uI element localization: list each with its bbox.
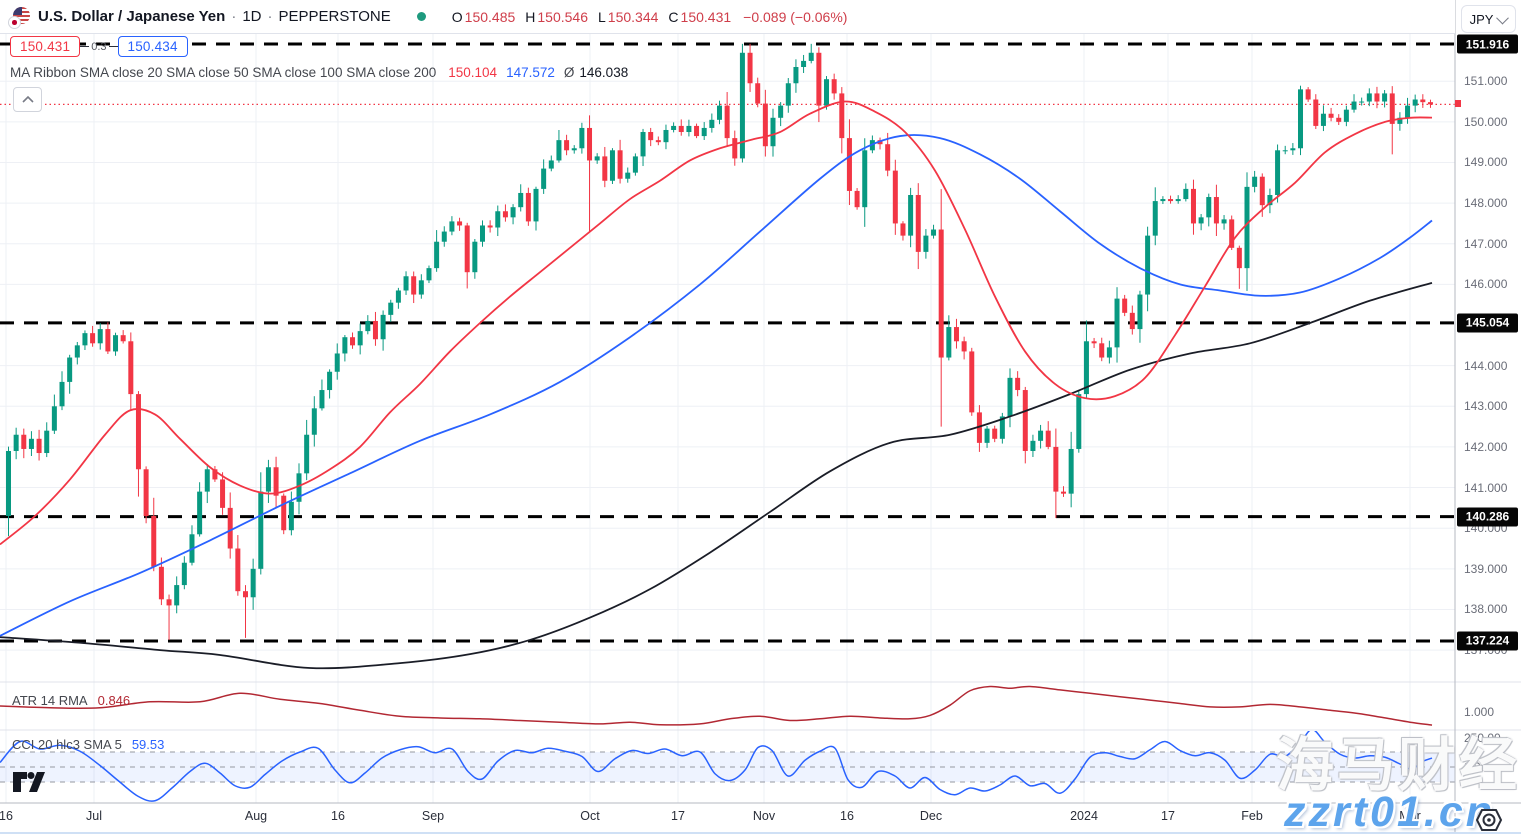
- time-axis-tick: Sep: [421, 809, 445, 823]
- cci-panel: [0, 751, 1455, 783]
- ma-ribbon-lines: [0, 100, 1433, 670]
- price-axis-tick: 139.000: [1464, 561, 1508, 576]
- price-axis-tick: 143.000: [1464, 399, 1508, 414]
- price-axis-tick: 144.000: [1464, 358, 1508, 373]
- time-axis-tick: Feb: [1241, 809, 1263, 823]
- watermark-cjk-text: 海马财经: [1276, 733, 1521, 798]
- price-axis-tick: 138.000: [1464, 602, 1508, 617]
- symbol-title[interactable]: U.S. Dollar / Japanese Yen · 1D · PEPPERSTON…: [38, 8, 391, 25]
- price-axis-tick: 150.000: [1464, 114, 1508, 129]
- price-level-badge[interactable]: 145.054: [1457, 313, 1518, 333]
- symbol-pair-flag-icon: [8, 6, 30, 29]
- candlestick-series[interactable]: [6, 43, 1433, 640]
- atr-line: [0, 685, 1433, 726]
- atr-value: 0.846: [97, 693, 131, 708]
- chevron-up-icon: [21, 95, 34, 103]
- price-axis-tick: 151.000: [1464, 74, 1508, 89]
- time-axis-tick: 16: [331, 809, 345, 823]
- time-axis-tick: Dec: [919, 809, 943, 823]
- sma50-value: 147.572: [506, 65, 555, 80]
- ohlc-readout: O 150.485 H 150.546 L 150.344 C 150.431 −0.0…: [451, 8, 848, 25]
- current-price-axis-tick: [1455, 100, 1461, 107]
- spread-value: 0.3: [80, 41, 118, 53]
- grid-lines: [0, 34, 1455, 803]
- watermark-site-text: zzrt01.cn: [1284, 788, 1496, 834]
- sma50-line: [0, 134, 1433, 637]
- bid-ask-row: 150.431 0.3 150.434: [10, 36, 188, 57]
- price-change: −0.089 (−0.06%): [743, 8, 848, 25]
- time-axis-tick: 16: [840, 809, 854, 823]
- cci-axis-tick: 0.00: [1464, 760, 1488, 774]
- time-axis-tick: 16: [0, 809, 13, 823]
- timeframe: 1D: [242, 8, 262, 25]
- price-axis-tick: 148.000: [1464, 196, 1508, 211]
- atr-axis-tick: 1.000: [1464, 705, 1495, 719]
- time-axis-tick: Aug: [244, 809, 268, 823]
- cci-line: [0, 731, 1433, 802]
- time-axis-tick: Oct: [580, 809, 600, 823]
- price-level-badge[interactable]: 137.224: [1457, 631, 1518, 651]
- price-axis-tick: 146.000: [1464, 277, 1508, 292]
- time-axis-tick: 17: [671, 809, 685, 823]
- cci-value: 59.53: [131, 737, 165, 752]
- chevron-down-icon: [1496, 11, 1510, 24]
- sma20-value: 150.104: [448, 65, 498, 80]
- watermark-hexagon-logo-icon: [1475, 809, 1503, 831]
- buy-button[interactable]: 150.434: [117, 36, 188, 57]
- price-axis-tick: 141.000: [1464, 480, 1508, 495]
- top-toolbar: U.S. Dollar / Japanese Yen · 1D · PEPPERSTON…: [0, 0, 1455, 34]
- price-level-badge[interactable]: 140.286: [1457, 507, 1518, 527]
- market-status-dot-icon: [416, 12, 426, 21]
- time-axis-tick: Jul: [86, 809, 102, 823]
- time-axis-tick: 2024: [1070, 809, 1098, 823]
- time-axis-tick: 17: [1161, 809, 1175, 823]
- cci-axis-tick: 250.00: [1464, 731, 1501, 745]
- tradingview-logo[interactable]: [12, 771, 46, 793]
- horizontal-level-lines[interactable]: [0, 42, 1455, 643]
- average-symbol: Ø: [563, 65, 575, 80]
- sma20-line: [0, 100, 1433, 546]
- collapse-legend-button[interactable]: [13, 87, 42, 112]
- sma200-line: [0, 281, 1433, 670]
- price-axis-tick: 142.000: [1464, 439, 1508, 454]
- price-level-badge[interactable]: 151.916: [1457, 34, 1518, 54]
- sma200-value: 146.038: [579, 65, 629, 80]
- currency-selector-dropdown[interactable]: JPY: [1461, 5, 1516, 33]
- cci-indicator-legend[interactable]: CCI 20 hlc3 SMA 5 59.53: [12, 737, 165, 752]
- page-bottom-edge: [0, 832, 1521, 834]
- sell-button[interactable]: 150.431: [10, 36, 81, 57]
- exchange-name: PEPPERSTONE: [278, 8, 391, 25]
- price-axis-tick: 149.000: [1464, 155, 1508, 170]
- price-axis-tick: 147.000: [1464, 236, 1508, 251]
- atr-indicator-legend[interactable]: ATR 14 RMA 0.846: [12, 693, 131, 708]
- ma-ribbon-legend[interactable]: MA Ribbon SMA close 20 SMA close 50 SMA …: [10, 65, 629, 80]
- time-axis-tick: Mar: [1399, 809, 1421, 823]
- time-axis-tick: Nov: [752, 809, 776, 823]
